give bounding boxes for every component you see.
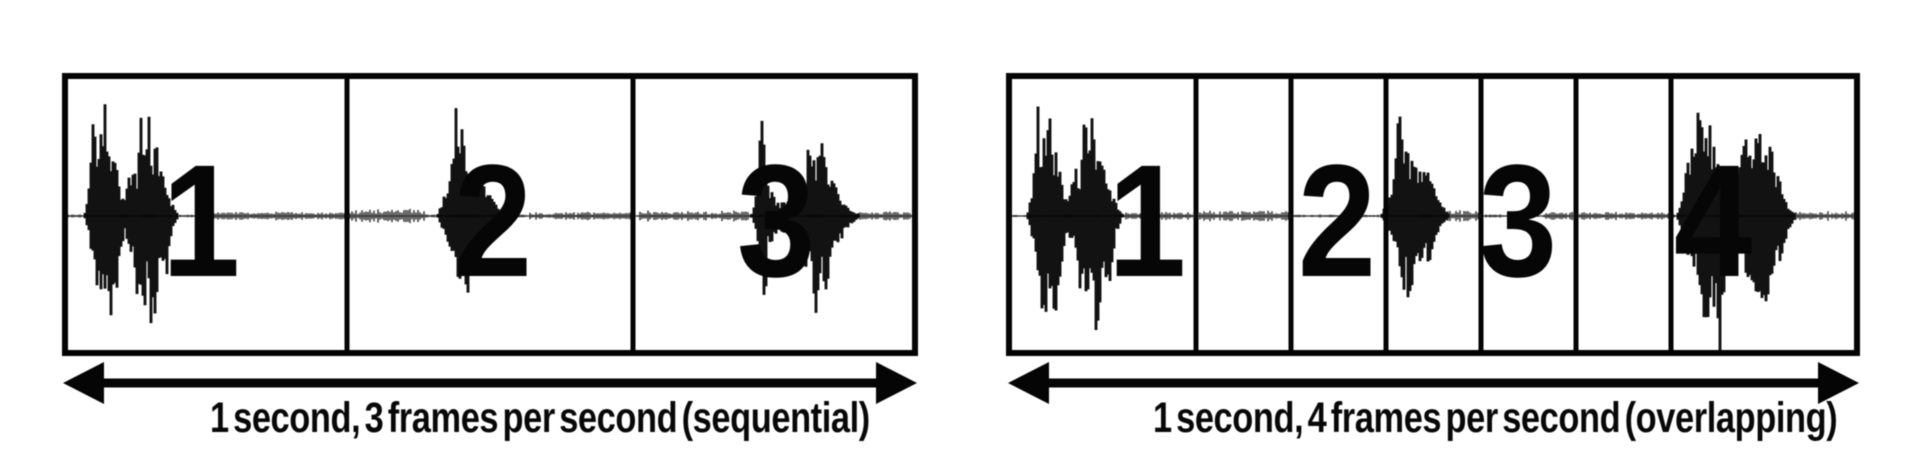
waveform-strokes <box>83 104 179 324</box>
diagram-caption: 1 second, 4 frames per second (overlappi… <box>1153 394 1838 442</box>
waveform-strokes <box>750 120 860 313</box>
arrowhead-left-icon <box>63 362 104 404</box>
arrowhead-right-icon <box>876 362 917 404</box>
sequential-frames-box <box>62 73 918 356</box>
overlapping-duration-arrow <box>1008 362 1859 404</box>
frame-number: 3 <box>736 131 816 310</box>
sequential-duration-arrow <box>63 362 917 404</box>
waveform-strokes <box>1380 116 1450 298</box>
frame-number: 2 <box>1297 131 1377 310</box>
frame-number: 3 <box>1478 131 1558 310</box>
audio-waveforms-layer <box>67 104 1855 354</box>
frames-box-outline <box>1006 73 1860 356</box>
arrowhead-left-icon <box>1008 362 1049 404</box>
diagram-caption: 1 second, 3 frames per second (sequentia… <box>210 394 870 442</box>
waveform-strokes <box>436 108 504 293</box>
waveform-strokes <box>1026 106 1124 330</box>
frame-number: 2 <box>453 131 533 310</box>
arrowhead-right-icon <box>1818 362 1859 404</box>
frames-box-outline <box>62 73 918 356</box>
frame-number: 1 <box>1107 131 1187 310</box>
waveform-strokes <box>1676 112 1796 354</box>
frame-number: 4 <box>1673 131 1753 310</box>
frame-number: 1 <box>161 131 241 310</box>
